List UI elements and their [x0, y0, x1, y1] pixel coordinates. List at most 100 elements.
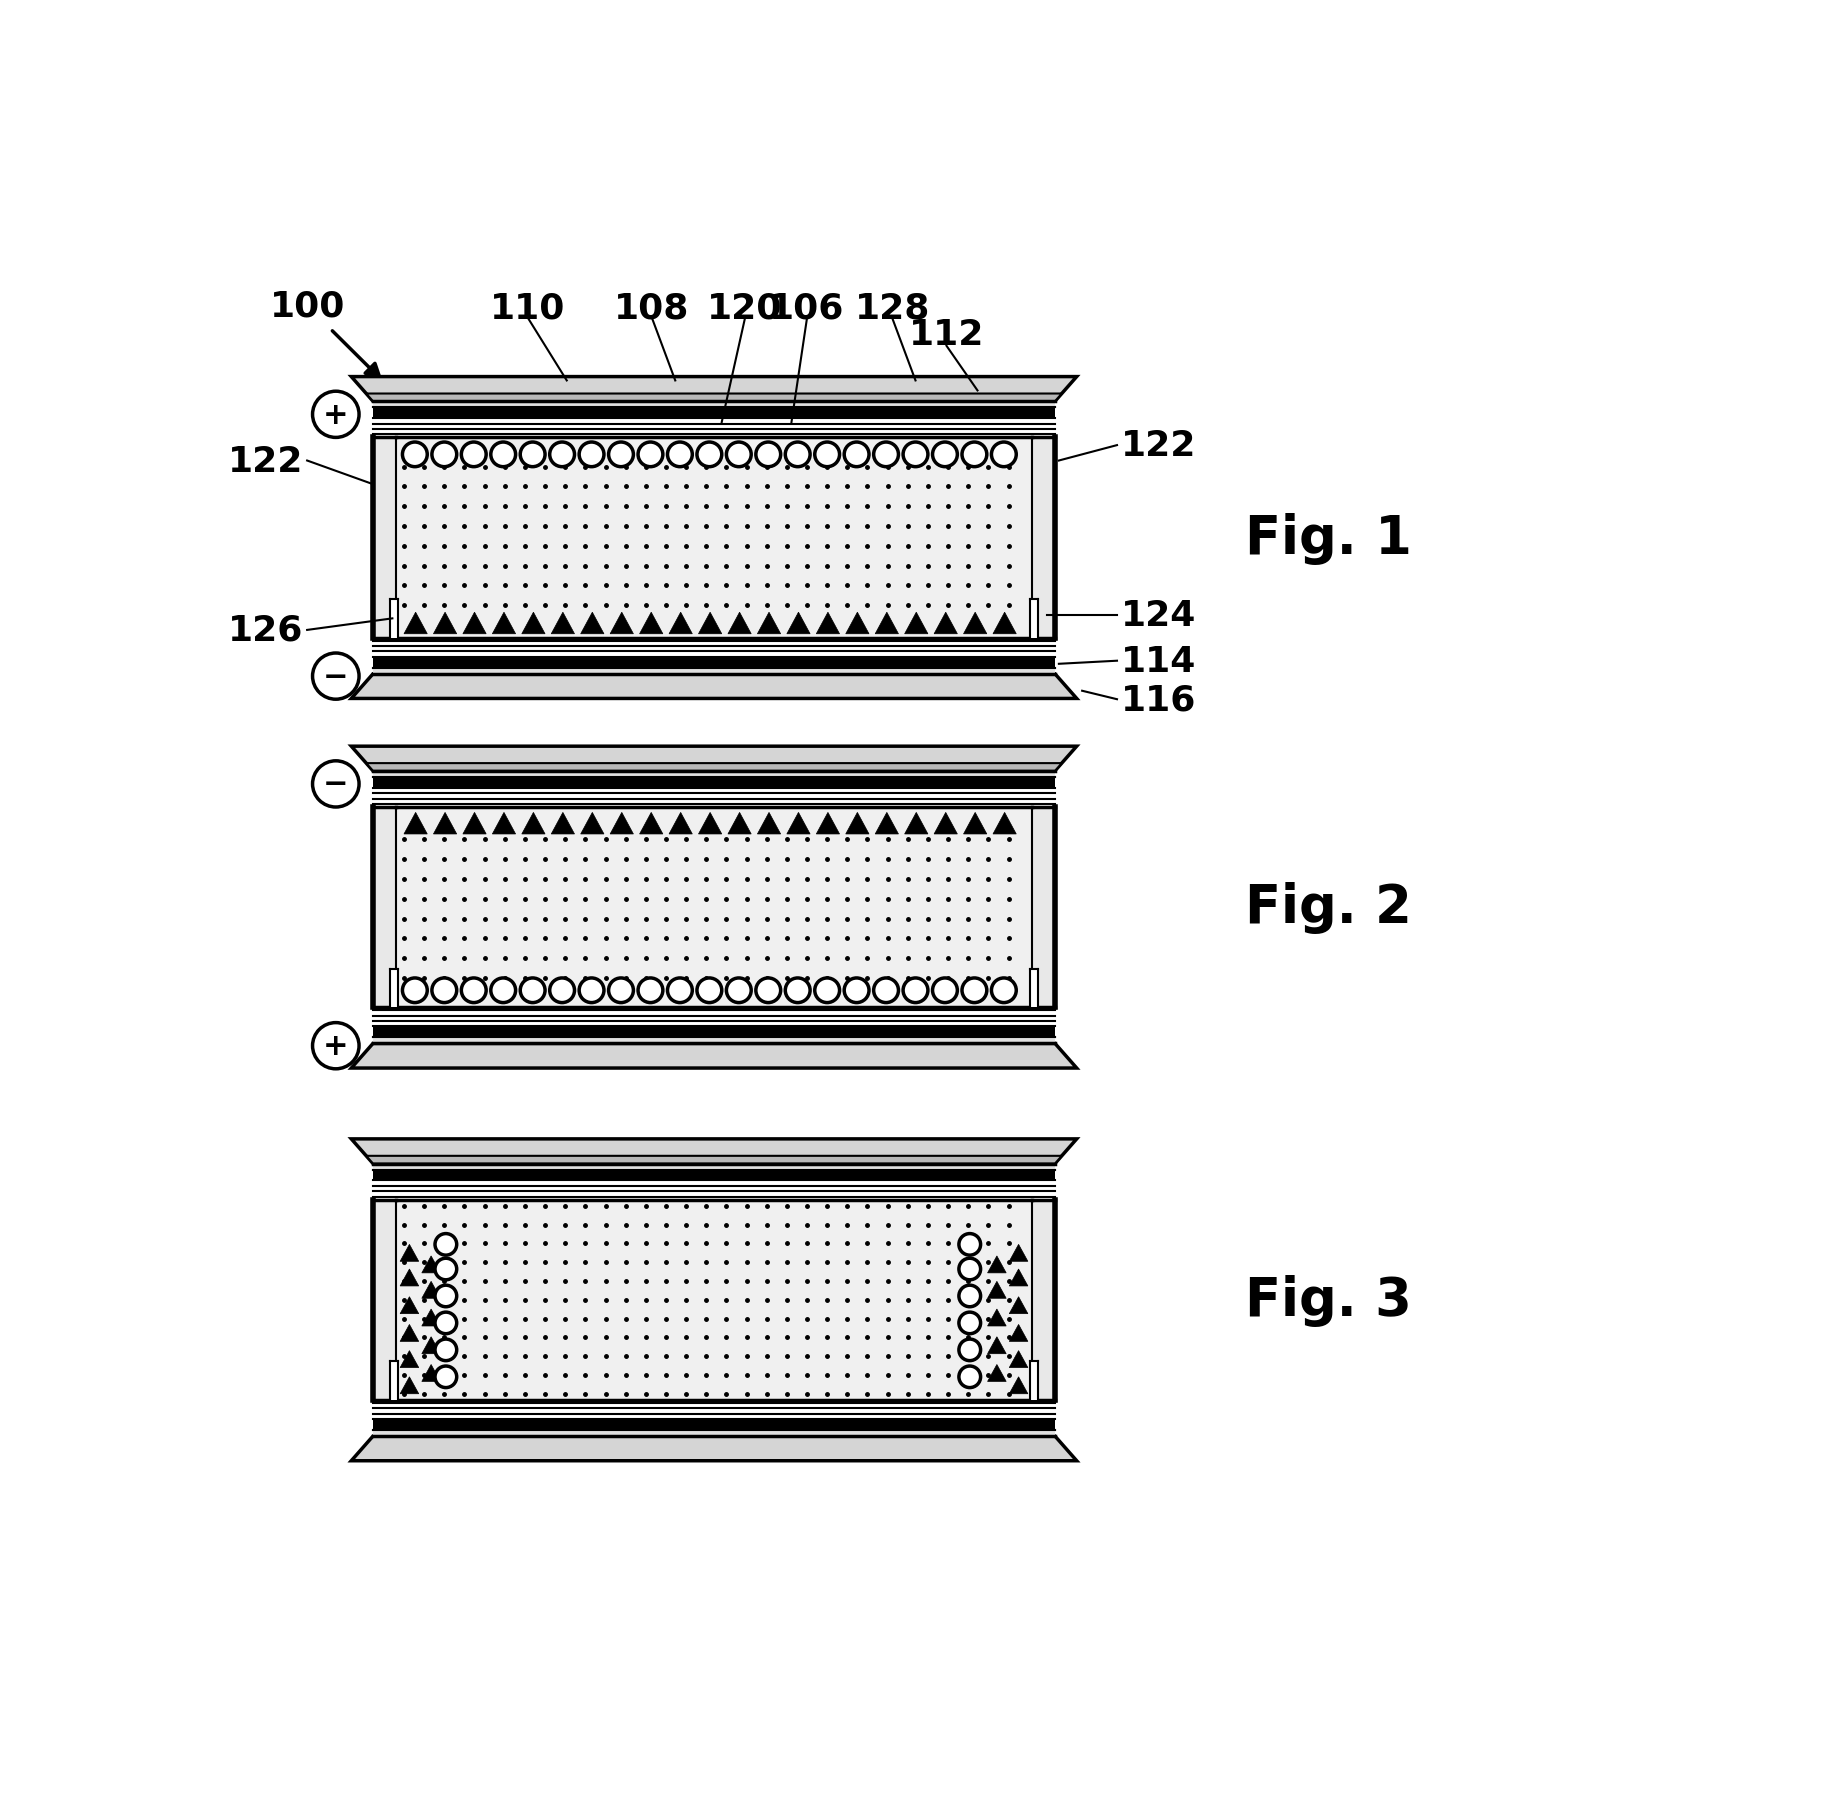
Polygon shape [404, 613, 428, 635]
Circle shape [874, 442, 898, 467]
Polygon shape [1009, 1377, 1029, 1393]
Circle shape [959, 1366, 981, 1388]
Polygon shape [1009, 1269, 1029, 1286]
Text: 124: 124 [1121, 599, 1196, 633]
Polygon shape [351, 1437, 1076, 1462]
Polygon shape [434, 813, 457, 834]
Polygon shape [463, 613, 487, 635]
Circle shape [726, 442, 751, 467]
Polygon shape [786, 813, 810, 834]
Polygon shape [551, 813, 575, 834]
Polygon shape [351, 1045, 1076, 1068]
Text: 122: 122 [228, 444, 303, 478]
Polygon shape [423, 1257, 441, 1273]
Circle shape [432, 978, 457, 1003]
Text: 110: 110 [490, 291, 566, 325]
Polygon shape [874, 813, 898, 834]
Polygon shape [1009, 1244, 1029, 1262]
Circle shape [992, 442, 1016, 467]
Circle shape [435, 1233, 457, 1255]
Polygon shape [434, 613, 457, 635]
Polygon shape [522, 613, 546, 635]
Polygon shape [610, 613, 634, 635]
Text: 106: 106 [770, 291, 845, 325]
Circle shape [549, 978, 575, 1003]
Circle shape [959, 1286, 981, 1307]
Text: 114: 114 [1121, 644, 1196, 678]
Polygon shape [988, 1365, 1007, 1381]
Text: 112: 112 [909, 318, 985, 352]
Polygon shape [904, 613, 928, 635]
Polygon shape [400, 1377, 419, 1393]
Text: 128: 128 [854, 291, 930, 325]
Circle shape [312, 1023, 358, 1070]
Polygon shape [423, 1365, 441, 1381]
Circle shape [845, 978, 869, 1003]
Circle shape [816, 442, 840, 467]
Polygon shape [933, 613, 957, 635]
Circle shape [904, 978, 928, 1003]
Circle shape [904, 442, 928, 467]
Text: 126: 126 [228, 613, 303, 647]
Text: −: − [323, 770, 349, 798]
Polygon shape [727, 613, 751, 635]
Text: Fig. 3: Fig. 3 [1245, 1275, 1413, 1327]
Circle shape [312, 761, 358, 807]
Polygon shape [988, 1309, 1007, 1327]
Polygon shape [1009, 1350, 1029, 1368]
Polygon shape [874, 613, 898, 635]
Polygon shape [423, 1338, 441, 1354]
Circle shape [992, 978, 1016, 1003]
Text: 122: 122 [1121, 430, 1196, 462]
Text: 108: 108 [614, 291, 689, 325]
Circle shape [933, 442, 957, 467]
Polygon shape [404, 813, 428, 834]
Polygon shape [786, 613, 810, 635]
Circle shape [579, 978, 604, 1003]
Circle shape [549, 442, 575, 467]
Circle shape [755, 442, 781, 467]
Circle shape [963, 442, 986, 467]
Circle shape [845, 442, 869, 467]
Text: 116: 116 [1121, 683, 1196, 717]
Polygon shape [757, 613, 781, 635]
Circle shape [435, 1286, 457, 1307]
Polygon shape [551, 613, 575, 635]
Circle shape [608, 978, 634, 1003]
Polygon shape [610, 813, 634, 834]
Circle shape [312, 392, 358, 439]
Polygon shape [400, 1244, 419, 1262]
Circle shape [461, 442, 487, 467]
Polygon shape [964, 613, 986, 635]
Polygon shape [492, 813, 516, 834]
Polygon shape [964, 813, 986, 834]
Polygon shape [904, 813, 928, 834]
Polygon shape [351, 378, 1076, 403]
Polygon shape [669, 813, 693, 834]
Polygon shape [351, 746, 1076, 771]
Polygon shape [351, 1140, 1076, 1163]
Polygon shape [988, 1282, 1007, 1298]
Polygon shape [400, 1296, 419, 1314]
Polygon shape [522, 813, 546, 834]
Polygon shape [366, 764, 1062, 771]
Text: +: + [323, 401, 349, 430]
Polygon shape [366, 394, 1062, 403]
Text: −: − [323, 662, 349, 690]
Circle shape [963, 978, 986, 1003]
Text: +: + [323, 1032, 349, 1061]
Polygon shape [423, 1309, 441, 1327]
Circle shape [933, 978, 957, 1003]
Circle shape [435, 1313, 457, 1334]
Circle shape [520, 442, 546, 467]
Circle shape [959, 1233, 981, 1255]
Text: Fig. 1: Fig. 1 [1245, 512, 1413, 565]
Polygon shape [1009, 1296, 1029, 1314]
Circle shape [637, 978, 663, 1003]
Polygon shape [400, 1350, 419, 1368]
Polygon shape [727, 813, 751, 834]
Circle shape [667, 442, 693, 467]
Circle shape [784, 978, 810, 1003]
Polygon shape [400, 1325, 419, 1341]
Polygon shape [845, 613, 869, 635]
